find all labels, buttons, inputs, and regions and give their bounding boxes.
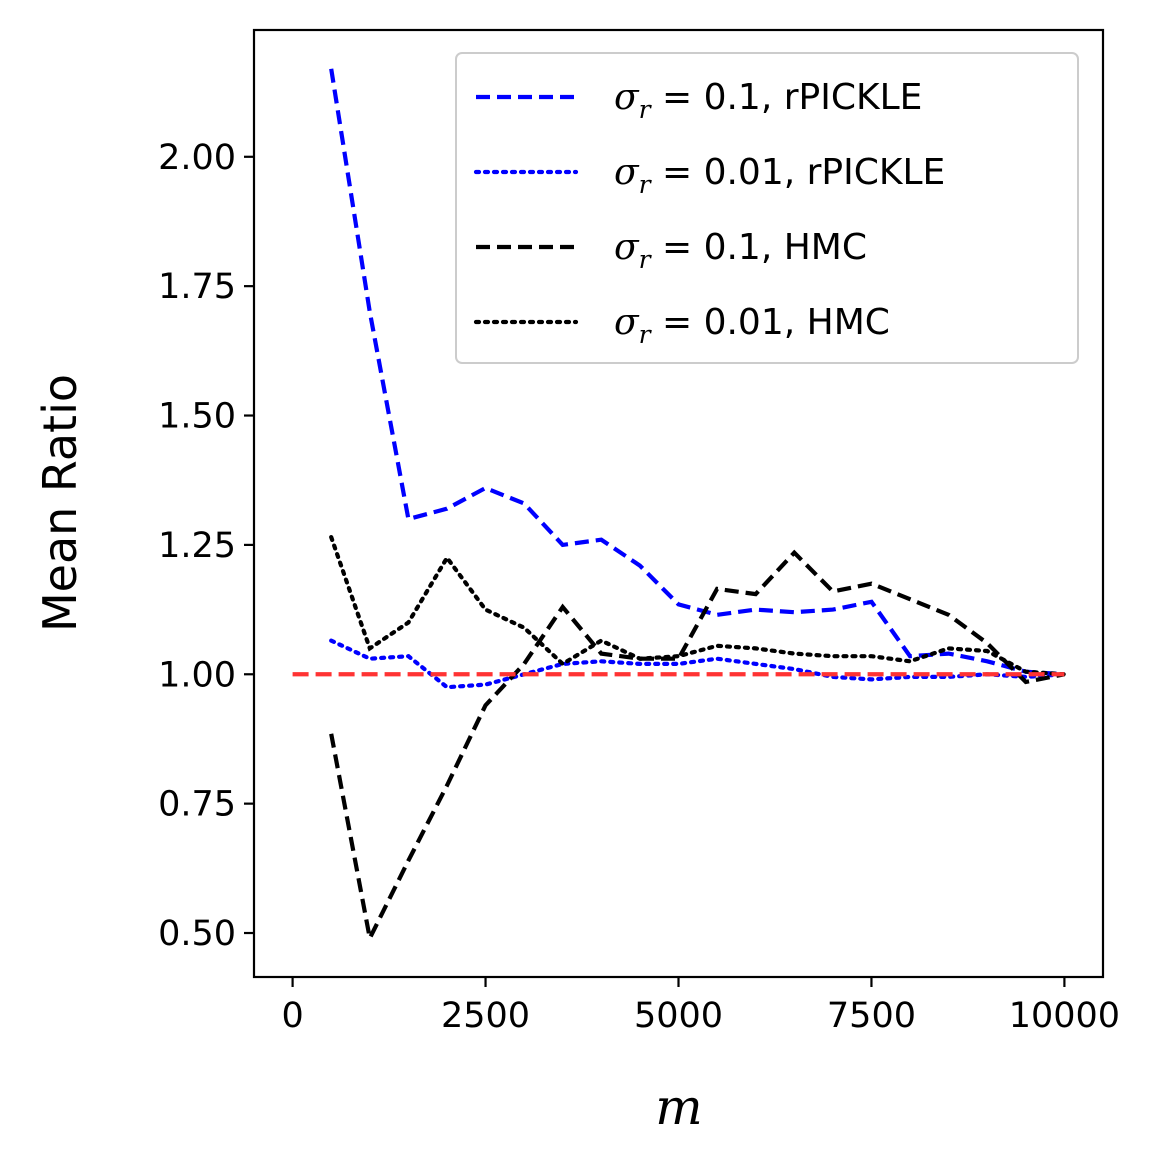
y-tick-label: 1.75 (158, 267, 236, 307)
x-axis-label: m (655, 1078, 702, 1136)
x-tick-label: 10000 (1009, 996, 1120, 1036)
series-line-1 (329, 68, 1065, 677)
x-tick-label: 5000 (634, 996, 723, 1036)
y-tick-label: 1.00 (158, 655, 236, 695)
x-tick-label: 0 (281, 996, 303, 1036)
x-tick-label: 7500 (827, 996, 916, 1036)
legend-entry-4: σr = 0.01, HMC (614, 302, 890, 349)
y-tick-label: 1.25 (158, 526, 236, 566)
series-line-3 (329, 549, 1065, 945)
series-group (292, 68, 1067, 945)
y-tick-label: 0.50 (158, 914, 236, 954)
axes: 0 2500 5000 7500 10000 0.50 0.75 1.00 1.25 1.50 1.… (158, 28, 1120, 1036)
y-tick-label: 1.50 (158, 397, 236, 437)
x-tick-label: 2500 (441, 996, 530, 1036)
series-line-2 (329, 638, 1067, 690)
plot-area (292, 68, 1067, 945)
legend-entry-3: σr = 0.1, HMC (614, 227, 867, 274)
legend-entry-2: σr = 0.01, rPICKLE (614, 152, 945, 199)
series-line-4 (329, 535, 1067, 677)
y-axis-label: Mean Ratio (33, 374, 87, 632)
y-tick-label: 2.00 (158, 138, 236, 178)
legend: σr = 0.1, rPICKLE σr = 0.01, rPICKLE σr = … (455, 52, 1079, 364)
y-tick-label: 0.75 (158, 785, 236, 825)
legend-box (455, 52, 1079, 364)
legend-entry-1: σr = 0.1, rPICKLE (614, 77, 922, 124)
